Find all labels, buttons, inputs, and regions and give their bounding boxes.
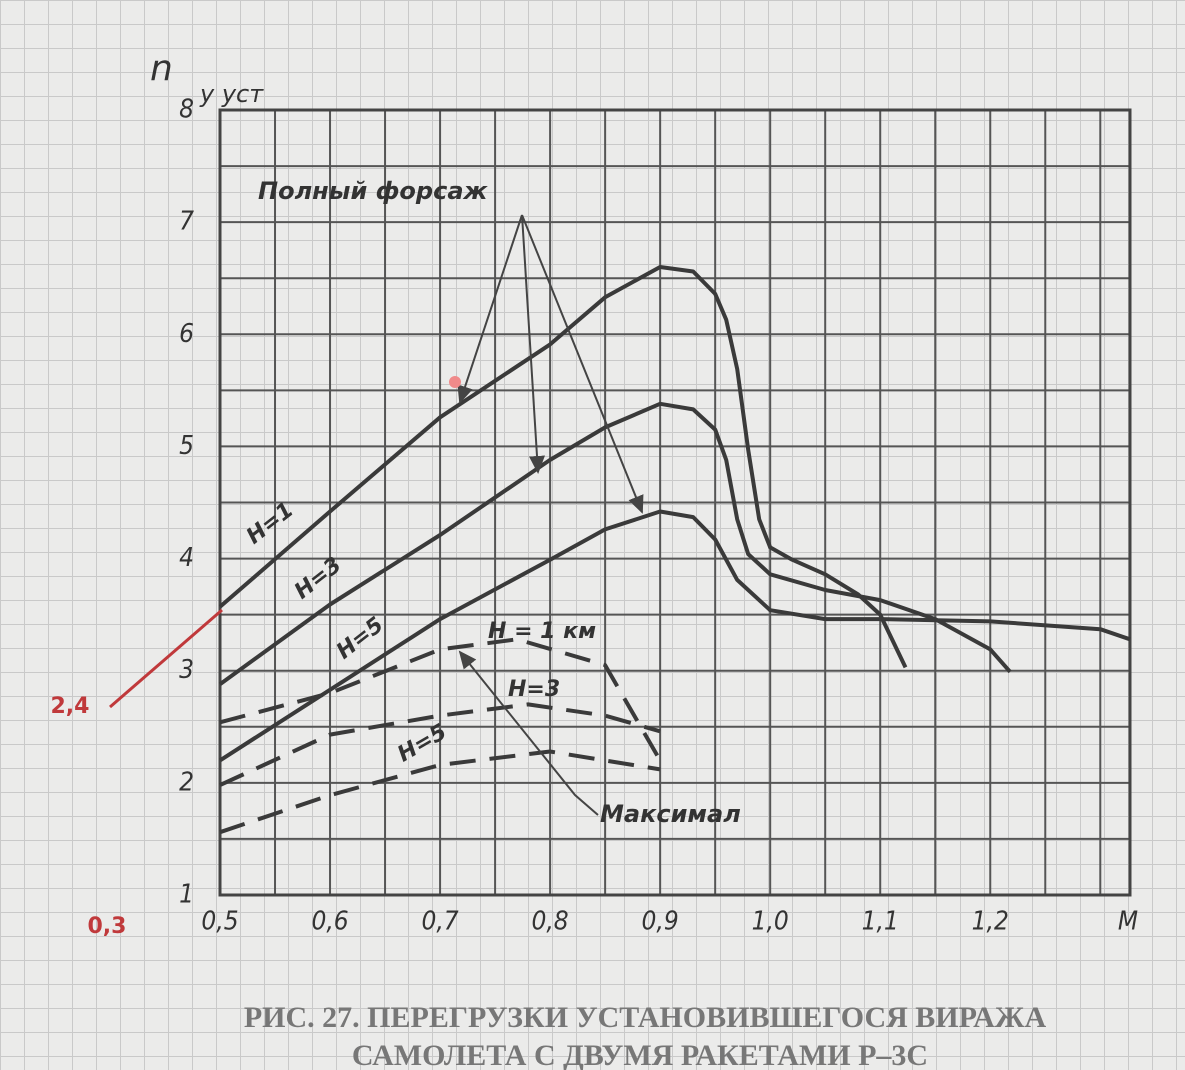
y-tick-label: 7 — [179, 207, 194, 237]
arrow — [458, 650, 599, 816]
arrow — [457, 214, 523, 404]
y-tick-label: 1 — [179, 880, 194, 910]
red-dot — [449, 376, 461, 388]
series-line — [219, 702, 661, 787]
y-tick-label: 4 — [179, 543, 194, 573]
series-label: H=1 — [242, 498, 298, 550]
grid — [219, 109, 1130, 896]
x-axis-label: M — [1118, 907, 1138, 937]
group-label: Полный форсаж — [258, 177, 489, 205]
x-tick-label: 0,5 — [201, 907, 238, 937]
red-extrapolation — [109, 608, 223, 709]
x-tick-label: 1,1 — [862, 907, 899, 937]
plot-frame — [218, 108, 1132, 897]
y-tick-label: 2 — [179, 767, 194, 797]
series-label: H = 1 км — [488, 619, 596, 644]
x-tick-label: 0,8 — [532, 907, 569, 937]
series-line — [218, 401, 1012, 686]
arrows — [457, 214, 644, 816]
x-tick-label: 1,0 — [752, 907, 789, 937]
y-tick-label: 6 — [179, 319, 194, 349]
y-tick-label: 8 — [179, 95, 194, 125]
series-label: H=3 — [290, 553, 346, 605]
curves — [218, 265, 1131, 835]
series-line — [219, 749, 661, 835]
series-label: H=3 — [508, 677, 560, 702]
x-tick-label: 0,7 — [421, 907, 458, 937]
y-tick-label: 3 — [179, 655, 194, 685]
caption: САМОЛЕТА С ДВУМЯ РАКЕТАМИ Р–3С — [352, 1039, 928, 1070]
annotation: 2,4 — [51, 694, 90, 719]
x-tick-label: 1,2 — [972, 907, 1009, 937]
annotation: 0,3 — [88, 914, 127, 939]
y-axis-label-sub: y уст — [199, 80, 264, 108]
y-tick-label: 5 — [179, 431, 194, 461]
series-line — [219, 637, 662, 762]
arrow — [521, 214, 545, 474]
caption: РИС. 27. ПЕРЕГРУЗКИ УСТАНОВИВШЕГОСЯ ВИРА… — [244, 1001, 1047, 1034]
group-label: Максимал — [600, 800, 741, 828]
series-line — [218, 509, 1131, 763]
x-tick-label: 0,9 — [642, 907, 679, 937]
arrow — [521, 214, 644, 514]
y-axis-label: n — [150, 48, 173, 89]
x-tick-label: 0,6 — [311, 907, 348, 937]
